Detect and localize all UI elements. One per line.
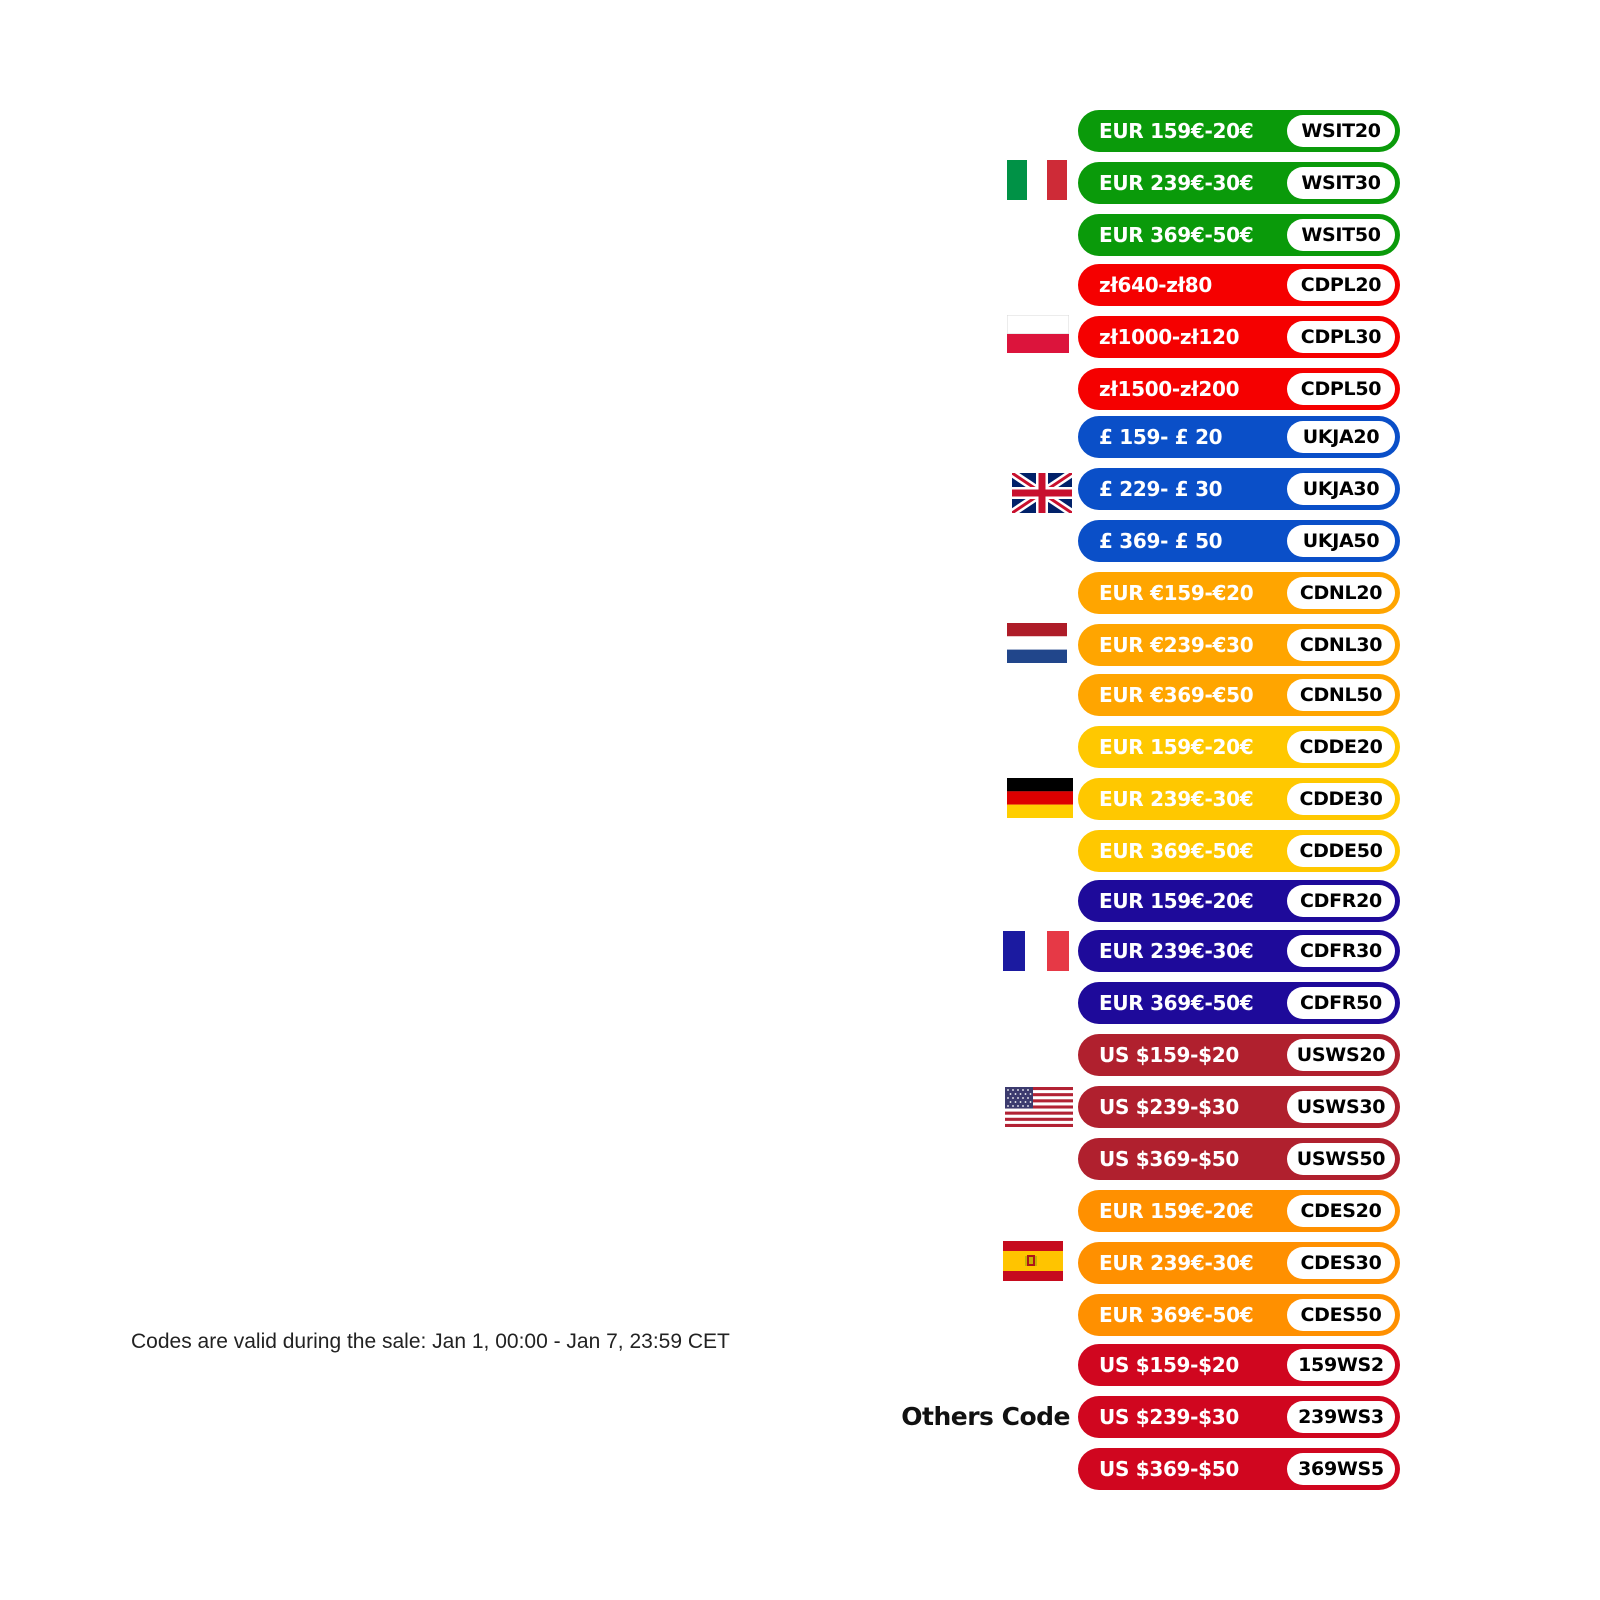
price-range-label: zł1000-zł120 bbox=[1099, 325, 1240, 349]
promo-code[interactable]: 239WS3 bbox=[1287, 1401, 1395, 1433]
price-range-label: zł1500-zł200 bbox=[1099, 377, 1240, 401]
promo-code[interactable]: CDFR20 bbox=[1287, 885, 1395, 917]
price-range-label: EUR 369€-50€ bbox=[1099, 991, 1254, 1015]
price-range-label: US $239-$30 bbox=[1099, 1405, 1240, 1429]
price-range-label: EUR 159€-20€ bbox=[1099, 889, 1254, 913]
price-range-label: £ 159- £ 20 bbox=[1099, 425, 1223, 449]
promo-code[interactable]: UKJA50 bbox=[1287, 525, 1395, 557]
discount-pill-italy-2: EUR 239€-30€ WSIT30 bbox=[1078, 162, 1400, 204]
promo-code[interactable]: 369WS5 bbox=[1287, 1453, 1395, 1485]
spain-flag-icon bbox=[1003, 1241, 1063, 1281]
price-range-label: EUR 369€-50€ bbox=[1099, 839, 1254, 863]
promo-code[interactable]: CDNL30 bbox=[1287, 629, 1395, 661]
france-flag-icon bbox=[1003, 931, 1069, 971]
price-range-label: EUR 159€-20€ bbox=[1099, 119, 1254, 143]
promo-code[interactable]: CDDE50 bbox=[1287, 835, 1395, 867]
promo-code[interactable]: UKJA20 bbox=[1287, 421, 1395, 453]
discount-pill-united-kingdom-1: £ 159- £ 20 UKJA20 bbox=[1078, 416, 1400, 458]
promo-code[interactable]: CDDE30 bbox=[1287, 783, 1395, 815]
netherlands-flag-icon bbox=[1007, 623, 1067, 663]
discount-pill-netherlands-1: EUR €159-€20 CDNL20 bbox=[1078, 572, 1400, 614]
promo-code[interactable]: CDPL50 bbox=[1287, 373, 1395, 405]
promo-code[interactable]: WSIT20 bbox=[1287, 115, 1395, 147]
price-range-label: £ 369- £ 50 bbox=[1099, 529, 1223, 553]
validity-note: Codes are valid during the sale: Jan 1, … bbox=[131, 1330, 730, 1353]
promo-code[interactable]: UKJA30 bbox=[1287, 473, 1395, 505]
price-range-label: EUR 369€-50€ bbox=[1099, 223, 1254, 247]
promo-code[interactable]: CDFR50 bbox=[1287, 987, 1395, 1019]
discount-pill-poland-3: zł1500-zł200 CDPL50 bbox=[1078, 368, 1400, 410]
promo-code[interactable]: CDNL20 bbox=[1287, 577, 1395, 609]
discount-pill-others-3: US $369-$50 369WS5 bbox=[1078, 1448, 1400, 1490]
price-range-label: EUR 239€-30€ bbox=[1099, 1251, 1254, 1275]
promo-code[interactable]: USWS20 bbox=[1287, 1039, 1395, 1071]
price-range-label: EUR €239-€30 bbox=[1099, 633, 1254, 657]
promo-code[interactable]: CDES50 bbox=[1287, 1299, 1395, 1331]
usa-flag-icon bbox=[1005, 1087, 1073, 1127]
discount-pill-spain-2: EUR 239€-30€ CDES30 bbox=[1078, 1242, 1400, 1284]
price-range-label: US $159-$20 bbox=[1099, 1043, 1240, 1067]
price-range-label: £ 229- £ 30 bbox=[1099, 477, 1223, 501]
promo-code[interactable]: 159WS2 bbox=[1287, 1349, 1395, 1381]
discount-pill-france-2: EUR 239€-30€ CDFR30 bbox=[1078, 930, 1400, 972]
promo-code[interactable]: CDFR30 bbox=[1287, 935, 1395, 967]
price-range-label: EUR 239€-30€ bbox=[1099, 939, 1254, 963]
discount-pill-united-kingdom-2: £ 229- £ 30 UKJA30 bbox=[1078, 468, 1400, 510]
promo-code[interactable]: CDES20 bbox=[1287, 1195, 1395, 1227]
discount-pill-france-3: EUR 369€-50€ CDFR50 bbox=[1078, 982, 1400, 1024]
uk-flag-icon bbox=[1012, 473, 1072, 513]
price-range-label: EUR €159-€20 bbox=[1099, 581, 1254, 605]
discount-pill-united-states-2: US $239-$30 USWS30 bbox=[1078, 1086, 1400, 1128]
discount-pill-others-1: US $159-$20 159WS2 bbox=[1078, 1344, 1400, 1386]
discount-pill-italy-3: EUR 369€-50€ WSIT50 bbox=[1078, 214, 1400, 256]
promo-code[interactable]: USWS30 bbox=[1287, 1091, 1395, 1123]
discount-pill-germany-2: EUR 239€-30€ CDDE30 bbox=[1078, 778, 1400, 820]
discount-pill-italy-1: EUR 159€-20€ WSIT20 bbox=[1078, 110, 1400, 152]
promo-code[interactable]: CDPL30 bbox=[1287, 321, 1395, 353]
discount-pill-poland-2: zł1000-zł120 CDPL30 bbox=[1078, 316, 1400, 358]
discount-pill-spain-1: EUR 159€-20€ CDES20 bbox=[1078, 1190, 1400, 1232]
discount-pill-united-states-1: US $159-$20 USWS20 bbox=[1078, 1034, 1400, 1076]
price-range-label: EUR 159€-20€ bbox=[1099, 1199, 1254, 1223]
price-range-label: EUR €369-€50 bbox=[1099, 683, 1254, 707]
discount-pill-others-2: US $239-$30 239WS3 bbox=[1078, 1396, 1400, 1438]
price-range-label: EUR 159€-20€ bbox=[1099, 735, 1254, 759]
discount-pill-united-states-3: US $369-$50 USWS50 bbox=[1078, 1138, 1400, 1180]
price-range-label: US $369-$50 bbox=[1099, 1457, 1240, 1481]
price-range-label: EUR 239€-30€ bbox=[1099, 787, 1254, 811]
discount-pill-united-kingdom-3: £ 369- £ 50 UKJA50 bbox=[1078, 520, 1400, 562]
discount-pill-france-1: EUR 159€-20€ CDFR20 bbox=[1078, 880, 1400, 922]
italy-flag-icon bbox=[1007, 160, 1067, 200]
price-range-label: EUR 369€-50€ bbox=[1099, 1303, 1254, 1327]
promo-code[interactable]: CDPL20 bbox=[1287, 269, 1395, 301]
promo-code[interactable]: CDDE20 bbox=[1287, 731, 1395, 763]
price-range-label: US $369-$50 bbox=[1099, 1147, 1240, 1171]
discount-pill-germany-1: EUR 159€-20€ CDDE20 bbox=[1078, 726, 1400, 768]
discount-pill-spain-3: EUR 369€-50€ CDES50 bbox=[1078, 1294, 1400, 1336]
germany-flag-icon bbox=[1007, 778, 1073, 818]
promo-code[interactable]: CDES30 bbox=[1287, 1247, 1395, 1279]
price-range-label: zł640-zł80 bbox=[1099, 273, 1213, 297]
discount-pill-poland-1: zł640-zł80 CDPL20 bbox=[1078, 264, 1400, 306]
price-range-label: US $159-$20 bbox=[1099, 1353, 1240, 1377]
promo-code[interactable]: WSIT50 bbox=[1287, 219, 1395, 251]
discount-pill-netherlands-2: EUR €239-€30 CDNL30 bbox=[1078, 624, 1400, 666]
promo-code[interactable]: WSIT30 bbox=[1287, 167, 1395, 199]
price-range-label: EUR 239€-30€ bbox=[1099, 171, 1254, 195]
others-code-label: Others Code bbox=[901, 1402, 1070, 1431]
promo-code[interactable]: CDNL50 bbox=[1287, 679, 1395, 711]
price-range-label: US $239-$30 bbox=[1099, 1095, 1240, 1119]
discount-pill-germany-3: EUR 369€-50€ CDDE50 bbox=[1078, 830, 1400, 872]
discount-pill-netherlands-3: EUR €369-€50 CDNL50 bbox=[1078, 674, 1400, 716]
poland-flag-icon bbox=[1007, 315, 1069, 353]
promo-code[interactable]: USWS50 bbox=[1287, 1143, 1395, 1175]
